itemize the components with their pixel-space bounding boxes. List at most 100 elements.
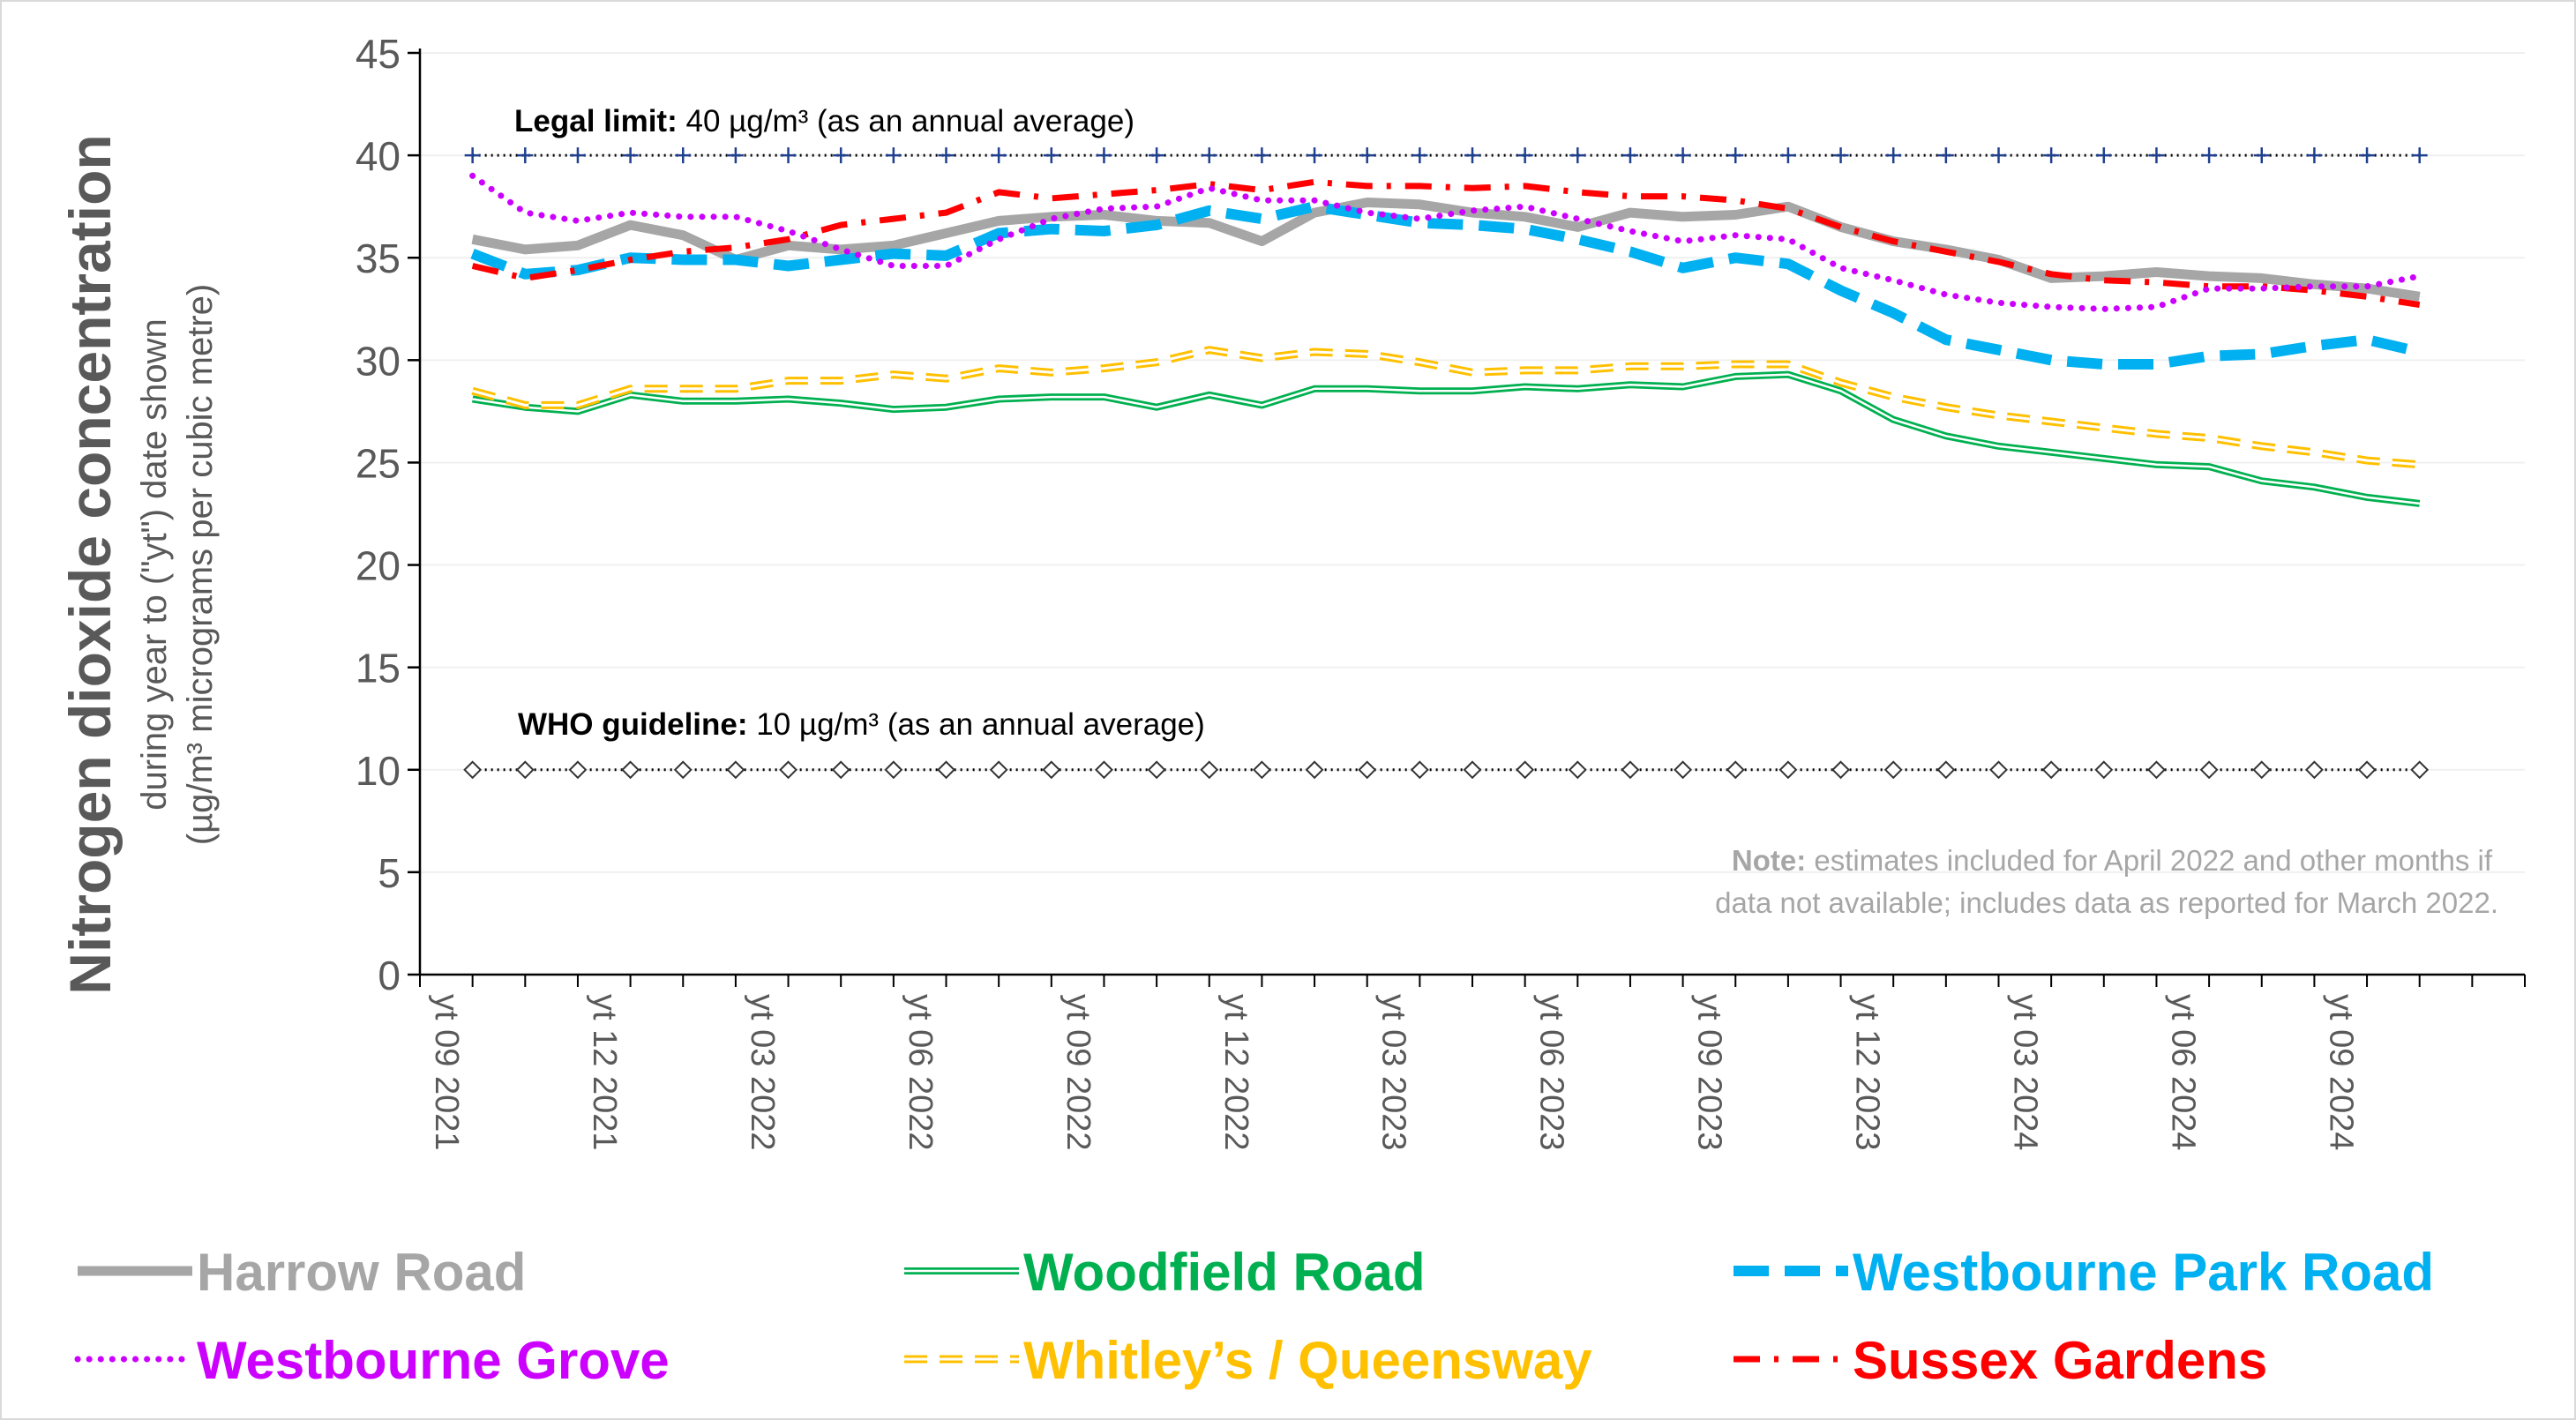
- x-tick-label: yt 03 2022: [744, 994, 781, 1150]
- limit-marker: [833, 147, 850, 164]
- guideline-marker: [1463, 760, 1482, 780]
- y-axis-subtitle-1: during year to ("yt") date shown: [135, 318, 174, 811]
- guideline-marker: [1252, 760, 1271, 780]
- guideline-marker: [2199, 760, 2219, 780]
- limit-marker: [1359, 147, 1375, 164]
- guideline-marker: [1516, 760, 1535, 780]
- series-line-westbourne-park-road: [470, 201, 2422, 370]
- guideline-marker: [1831, 760, 1850, 780]
- guideline-marker: [1936, 760, 1956, 780]
- who-guideline-label: WHO guideline: 10 µg/m³ (as an annual av…: [518, 707, 1205, 742]
- guideline-marker: [831, 760, 850, 780]
- series-line-woodfield-road: [472, 373, 2420, 505]
- legend-label-westbourne-park-road: Westbourne Park Road: [1853, 1243, 2434, 1302]
- limit-marker: [517, 147, 534, 164]
- reference-lines: [463, 147, 2430, 780]
- guideline-marker: [2094, 760, 2114, 780]
- guideline-marker: [673, 760, 693, 780]
- y-tick-label: 35: [356, 235, 401, 281]
- limit-marker: [1832, 147, 1849, 164]
- guideline-marker: [1726, 760, 1745, 780]
- who-guideline-label-bold: WHO guideline:: [518, 707, 748, 742]
- guideline-marker: [621, 760, 640, 780]
- limit-marker: [2201, 147, 2218, 164]
- guideline-marker: [1200, 760, 1219, 780]
- legal-limit-label: Legal limit: 40 µg/m³ (as an annual aver…: [514, 104, 1134, 138]
- legend-label-westbourne-grove: Westbourne Grove: [197, 1331, 670, 1390]
- y-tick-label: 5: [378, 850, 401, 896]
- limit-marker: [2359, 147, 2376, 164]
- x-tick-label: yt 09 2022: [1060, 994, 1097, 1150]
- series-lines: [469, 172, 2423, 507]
- limit-marker: [1307, 147, 1323, 164]
- x-tick-labels: yt 09 2021 yt 12 2021 yt 03 2022 yt 06 2022…: [428, 994, 2359, 1150]
- limit-marker: [1096, 147, 1112, 164]
- legend-label-woodfield-road: Woodfield Road: [1023, 1243, 1426, 1302]
- note-bold: Note:: [1732, 844, 1806, 877]
- legend-label-sussex-gardens: Sussex Gardens: [1853, 1331, 2267, 1390]
- guideline-marker: [1042, 760, 1061, 780]
- legend: Harrow Road Woodfield Road Westbourne Park…: [74, 1243, 2434, 1390]
- limit-marker: [675, 147, 692, 164]
- y-tick-label: 25: [356, 440, 401, 486]
- series-line-westbourne-grove: [469, 172, 2423, 312]
- guideline-marker: [989, 760, 1008, 780]
- guideline-marker: [1095, 760, 1113, 780]
- guideline-marker: [1674, 760, 1693, 780]
- guideline-marker: [2357, 760, 2377, 780]
- limit-marker: [1043, 147, 1060, 164]
- limit-marker: [780, 147, 797, 164]
- y-tick-label: 15: [356, 646, 401, 691]
- limit-marker: [727, 147, 744, 164]
- legal-limit-label-bold: Legal limit:: [514, 104, 678, 138]
- limit-marker: [569, 147, 586, 164]
- limit-marker: [1569, 147, 1586, 164]
- limit-marker: [1990, 147, 2007, 164]
- y-tick-labels: 0 5 10 15 20 25 30 35 40 45: [356, 31, 401, 998]
- limit-marker: [1149, 147, 1165, 164]
- guideline-marker: [1410, 760, 1429, 780]
- x-tick-label: yt 03 2023: [1375, 994, 1412, 1150]
- guideline-marker: [1778, 760, 1798, 780]
- guideline-marker: [2041, 760, 2061, 780]
- guideline-marker: [1305, 760, 1324, 780]
- axes: [408, 49, 2526, 987]
- guideline-marker: [2410, 760, 2430, 780]
- guideline-marker: [1989, 760, 2008, 780]
- guideline-marker: [463, 760, 483, 780]
- guideline-marker: [884, 760, 903, 780]
- limit-marker: [1885, 147, 1902, 164]
- y-tick-label: 10: [356, 748, 401, 794]
- guideline-marker: [2147, 760, 2166, 780]
- guideline-marker: [1568, 760, 1587, 780]
- x-tick-label: yt 03 2024: [2007, 994, 2044, 1150]
- limit-marker: [2095, 147, 2112, 164]
- limit-marker: [938, 147, 955, 164]
- x-tick-label: yt 06 2022: [902, 994, 939, 1150]
- note-line-2: data not available; includes data as rep…: [1715, 886, 2498, 919]
- y-tick-label: 40: [356, 133, 401, 179]
- limit-marker: [1516, 147, 1533, 164]
- limit-marker: [1674, 147, 1691, 164]
- x-tick-label: yt 09 2021: [428, 994, 465, 1150]
- limit-marker: [1412, 147, 1428, 164]
- x-tick-label: yt 09 2024: [2322, 994, 2359, 1150]
- limit-marker: [1621, 147, 1638, 164]
- limit-marker: [464, 147, 481, 164]
- guideline-marker: [515, 760, 535, 780]
- series-line-sussex-gardens: [471, 178, 2421, 309]
- x-tick-label: yt 06 2024: [2164, 994, 2201, 1150]
- x-tick-label: yt 12 2021: [586, 994, 623, 1150]
- guideline-marker: [937, 760, 955, 780]
- limit-marker: [2148, 147, 2165, 164]
- guideline-marker: [726, 760, 745, 780]
- guideline-marker: [1147, 760, 1166, 780]
- guideline-marker: [1621, 760, 1640, 780]
- x-tick-label: yt 12 2022: [1217, 994, 1254, 1150]
- y-axis-title: Nitrogen dioxide concentration: [57, 134, 123, 994]
- note-text-1: estimates included for April 2022 and ot…: [1806, 844, 2493, 877]
- limit-marker: [1254, 147, 1270, 164]
- limit-marker: [885, 147, 902, 164]
- y-tick-label: 30: [356, 338, 401, 384]
